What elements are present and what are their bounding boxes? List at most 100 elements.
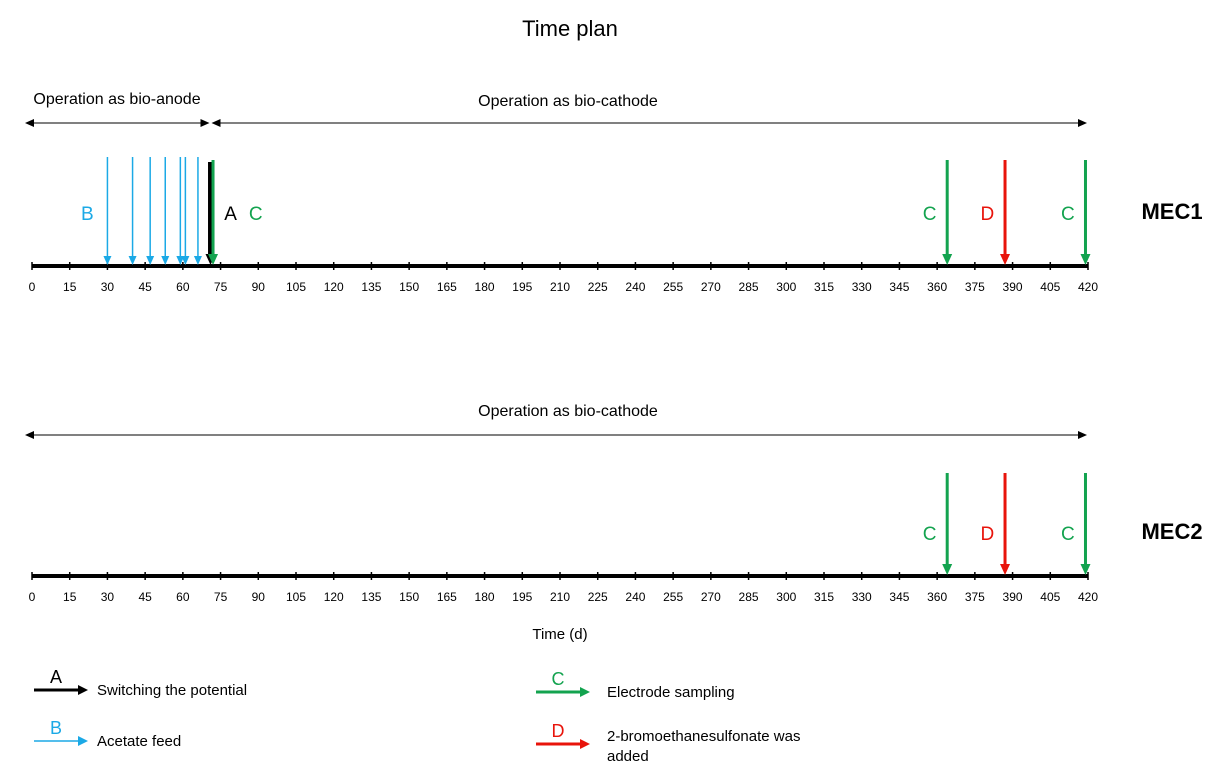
- event-letter-c: C: [923, 524, 937, 545]
- legend-label: 2-bromoethanesulfonate was added: [607, 728, 800, 765]
- tick-label: 255: [663, 280, 683, 294]
- tick-label: 285: [739, 590, 759, 604]
- tick-label: 120: [324, 280, 344, 294]
- event-letter-c: C: [249, 204, 263, 225]
- tick-label: 195: [512, 590, 532, 604]
- timelines: Operation as bio-anode Operation as bio-c…: [25, 91, 1203, 604]
- event-arrowhead-feed: [193, 256, 202, 265]
- event-arrowhead-bes: [1000, 564, 1011, 575]
- legend-item-sampling: C Electrode sampling: [536, 669, 735, 701]
- phase-label: Operation as bio-anode: [33, 91, 200, 108]
- tick-label: 270: [701, 590, 721, 604]
- tick-label: 360: [927, 590, 947, 604]
- tick-label: 345: [889, 590, 909, 604]
- event-arrowhead-feed: [181, 256, 190, 265]
- tick-label: 345: [889, 280, 909, 294]
- event-letter-c: C: [1061, 524, 1075, 545]
- tick-label: 315: [814, 280, 834, 294]
- timeline-mec2: Operation as bio-cathode 0 15 30 45 60 75 90 105…: [25, 403, 1203, 604]
- event-arrowhead-sampling: [208, 254, 219, 265]
- tick-label: 390: [1003, 280, 1023, 294]
- event-arrowhead-feed: [176, 256, 185, 265]
- tick-label: 45: [138, 280, 152, 294]
- tick-label: 135: [361, 280, 381, 294]
- legend-arrowhead: [580, 739, 590, 749]
- tick-label: 150: [399, 590, 419, 604]
- timeline-name: MEC1: [1141, 199, 1202, 224]
- tick-label: 0: [29, 280, 36, 294]
- legend-label-line: 2-bromoethanesulfonate was: [607, 728, 800, 745]
- tick-label: 180: [475, 280, 495, 294]
- tick-label: 375: [965, 590, 985, 604]
- tick-label: 75: [214, 590, 228, 604]
- tick-label: 390: [1003, 590, 1023, 604]
- tick-label: 240: [625, 280, 645, 294]
- tick-label: 315: [814, 590, 834, 604]
- legend-item-switch: A Switching the potential: [34, 667, 247, 699]
- tick-label: 195: [512, 280, 532, 294]
- event-letter-b: B: [81, 204, 94, 225]
- tick-label: 405: [1040, 280, 1060, 294]
- tick-label: 60: [176, 280, 190, 294]
- tick-label: 330: [852, 590, 872, 604]
- tick-label: 210: [550, 280, 570, 294]
- phase-label: Operation as bio-cathode: [478, 93, 658, 110]
- legend: A Switching the potential B Acetate feed C El…: [34, 667, 800, 765]
- event-arrowhead-feed: [161, 256, 170, 265]
- tick-label: 165: [437, 590, 457, 604]
- tick-label: 105: [286, 280, 306, 294]
- tick-label: 375: [965, 280, 985, 294]
- tick-label: 285: [739, 280, 759, 294]
- tick-label: 15: [63, 280, 77, 294]
- tick-label: 0: [29, 590, 36, 604]
- tick-label: 105: [286, 590, 306, 604]
- legend-label: Acetate feed: [97, 733, 181, 750]
- tick-label: 15: [63, 590, 77, 604]
- tick-label: 135: [361, 590, 381, 604]
- event-arrowhead-sampling: [942, 254, 953, 265]
- timeline-name: MEC2: [1141, 519, 1202, 544]
- tick-label: 420: [1078, 590, 1098, 604]
- event-arrowhead-feed: [103, 256, 112, 265]
- tick-label: 120: [324, 590, 344, 604]
- tick-label: 60: [176, 590, 190, 604]
- legend-label: Electrode sampling: [607, 684, 735, 701]
- event-arrowhead-sampling: [942, 564, 953, 575]
- tick-label: 165: [437, 280, 457, 294]
- tick-label: 75: [214, 280, 228, 294]
- tick-label: 30: [101, 280, 115, 294]
- phase-span-arrowhead-right: [1078, 431, 1087, 439]
- timeline-mec1: Operation as bio-anode Operation as bio-c…: [25, 91, 1203, 294]
- legend-letter: C: [552, 669, 565, 689]
- tick-label: 300: [776, 590, 796, 604]
- phase-label: Operation as bio-cathode: [478, 403, 658, 420]
- legend-label-line: added: [607, 748, 649, 765]
- legend-item-feed: B Acetate feed: [34, 718, 181, 750]
- tick-label: 330: [852, 280, 872, 294]
- tick-label: 90: [252, 280, 266, 294]
- legend-letter: D: [552, 721, 565, 741]
- event-arrowhead-sampling: [1080, 254, 1091, 265]
- legend-letter: B: [50, 718, 62, 738]
- event-arrowhead-sampling: [1080, 564, 1091, 575]
- event-letter-c: C: [923, 204, 937, 225]
- tick-label: 225: [588, 590, 608, 604]
- event-letter-d: D: [981, 524, 995, 545]
- tick-label: 300: [776, 280, 796, 294]
- phase-span-arrowhead-left: [25, 431, 34, 439]
- event-letter-d: D: [981, 204, 995, 225]
- legend-label: Switching the potential: [97, 682, 247, 699]
- phase-span-arrowhead-left: [211, 119, 221, 127]
- tick-label: 420: [1078, 280, 1098, 294]
- tick-label: 30: [101, 590, 115, 604]
- legend-arrowhead: [78, 685, 88, 695]
- event-arrowhead-feed: [128, 256, 137, 265]
- diagram-title: Time plan: [522, 16, 618, 41]
- phase-span-arrowhead-right: [200, 119, 210, 127]
- event-arrowhead-feed: [146, 256, 155, 265]
- x-axis-label: Time (d): [532, 626, 587, 643]
- tick-label: 240: [625, 590, 645, 604]
- tick-label: 225: [588, 280, 608, 294]
- legend-arrowhead: [580, 687, 590, 697]
